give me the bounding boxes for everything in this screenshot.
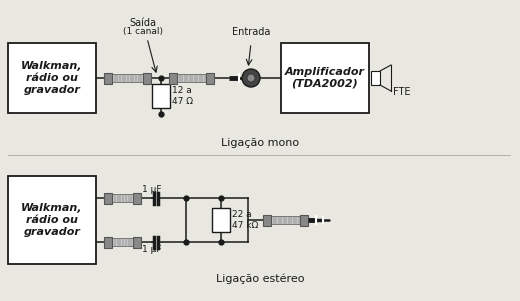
Text: 22 a
47 kΩ: 22 a 47 kΩ bbox=[232, 210, 258, 230]
Text: (1 canal): (1 canal) bbox=[123, 27, 163, 36]
Text: 1 μF: 1 μF bbox=[142, 185, 162, 194]
Text: Walkman,
rádio ou
gravador: Walkman, rádio ou gravador bbox=[21, 203, 83, 237]
Bar bbox=[177, 74, 207, 82]
Bar bbox=[212, 208, 230, 232]
Bar bbox=[206, 73, 214, 83]
Bar bbox=[271, 216, 301, 224]
Text: FTE: FTE bbox=[393, 87, 410, 97]
Bar bbox=[152, 84, 170, 108]
Bar bbox=[8, 43, 96, 113]
Bar bbox=[104, 193, 112, 203]
Bar bbox=[133, 237, 141, 247]
Circle shape bbox=[242, 69, 260, 87]
Text: 12 a
47 Ω: 12 a 47 Ω bbox=[172, 86, 193, 106]
Bar bbox=[104, 73, 112, 83]
Text: Walkman,
rádio ou
gravador: Walkman, rádio ou gravador bbox=[21, 61, 83, 95]
Bar bbox=[112, 74, 144, 82]
Text: 1 μF: 1 μF bbox=[142, 246, 162, 255]
Bar bbox=[143, 73, 151, 83]
Bar bbox=[112, 238, 134, 246]
Bar bbox=[371, 71, 380, 85]
Text: Ligação mono: Ligação mono bbox=[221, 138, 299, 148]
Bar bbox=[104, 237, 112, 247]
Bar bbox=[112, 194, 134, 202]
Bar bbox=[300, 215, 308, 225]
Text: Ligação estéreo: Ligação estéreo bbox=[216, 274, 304, 284]
Bar bbox=[169, 73, 177, 83]
Bar bbox=[281, 43, 369, 113]
Bar bbox=[263, 215, 271, 225]
Text: Amplificador
(TDA2002): Amplificador (TDA2002) bbox=[285, 67, 365, 89]
Text: Entrada: Entrada bbox=[232, 27, 270, 37]
Bar bbox=[8, 176, 96, 264]
Bar bbox=[133, 193, 141, 203]
Circle shape bbox=[247, 74, 255, 82]
Text: Saída: Saída bbox=[129, 18, 157, 28]
